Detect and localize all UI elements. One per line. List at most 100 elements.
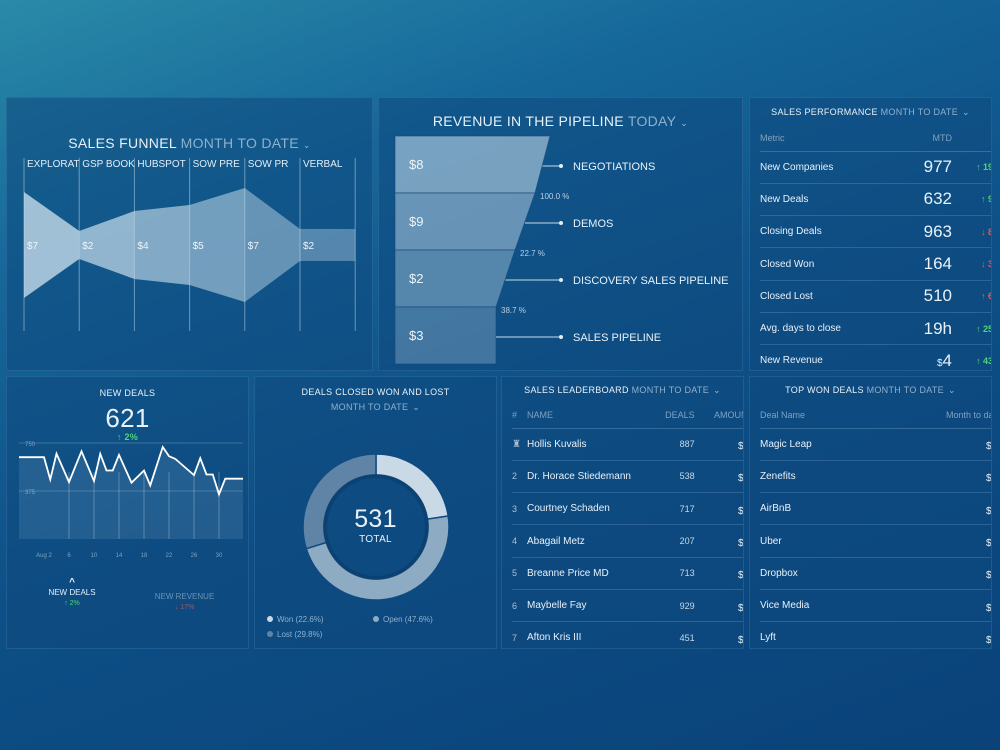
- new-deals-value: 621: [105, 403, 150, 433]
- chevron-down-icon: ⌄: [713, 385, 721, 395]
- funnel-stage-label: EXPLORAT: [27, 159, 80, 170]
- won-deal-row[interactable]: Magic Leap$9: [760, 428, 991, 461]
- funnel-value: $7: [27, 241, 39, 252]
- amount: $2: [704, 589, 743, 623]
- deal-name: Zenefits: [760, 460, 877, 494]
- funnel-segment[interactable]: [244, 188, 300, 302]
- deal-count: 207: [655, 524, 705, 558]
- funnel-segment[interactable]: [189, 188, 245, 302]
- deal-count: 538: [655, 460, 705, 494]
- donut-total-label: TOTAL: [359, 534, 392, 545]
- sales-performance-title[interactable]: SALES PERFORMANCE MONTH TO DATE ⌄: [771, 107, 970, 117]
- metric-value: 19h: [899, 312, 959, 346]
- funnel-value: $4: [137, 241, 149, 252]
- legend-item: Won (22.6%): [267, 615, 324, 624]
- legend-dot: [373, 616, 379, 622]
- funnel-value: $2: [303, 241, 315, 252]
- deals-closed-panel: DEALS CLOSED WON AND LOST MONTH TO DATE ⌄…: [254, 376, 497, 649]
- rank: 6: [512, 589, 527, 623]
- metric-value: 164: [899, 247, 959, 281]
- funnel-segment[interactable]: [79, 211, 135, 279]
- line-area: [19, 446, 243, 539]
- x-tick-label: 26: [191, 553, 198, 559]
- pipeline-stage-value: $9: [409, 214, 423, 229]
- donut-total: 531: [354, 505, 397, 533]
- pipeline-dot: [559, 164, 563, 168]
- metric-name: New Companies: [760, 151, 900, 184]
- pipeline-title[interactable]: REVENUE IN THE PIPELINE TODAY ⌄: [432, 113, 689, 129]
- pipeline-stage-label: NEGOTIATIONS: [573, 161, 655, 173]
- pipeline-stage-value: $8: [409, 157, 423, 172]
- amount: $5: [704, 524, 743, 558]
- won-deal-row[interactable]: Uber$7: [760, 524, 991, 558]
- won-deal-row[interactable]: AirBnB$8: [760, 492, 991, 526]
- legend-item: Open (47.6%): [373, 615, 433, 624]
- funnel-stage-label: GSP BOOK: [82, 159, 135, 170]
- deal-amount: $7: [876, 524, 991, 558]
- won-deal-row[interactable]: Dropbox$7: [760, 557, 991, 590]
- metric-name: Closed Won: [760, 247, 900, 281]
- donut-inner-ring: [323, 474, 429, 580]
- chevron-down-icon: ⌄: [412, 402, 421, 412]
- leaderboard-panel: SALES LEADERBOARD MONTH TO DATE ⌄ # NAME …: [501, 376, 744, 649]
- tab-new-deals[interactable]: ^ NEW DEALS ↑ 2%: [37, 577, 107, 607]
- funnel-segment[interactable]: [24, 192, 80, 298]
- tab-new-revenue[interactable]: NEW REVENUE ↓ 17%: [154, 592, 215, 611]
- new-deals-line-chart: 750 375 Aug 2 6 10 14 18 22 26 30: [19, 442, 243, 559]
- rep-name: Abagail Metz: [527, 524, 656, 558]
- pipeline-conversion: 100.0 %: [540, 192, 569, 201]
- legend-dot: [267, 631, 273, 637]
- arrow-up-icon: ↑: [975, 323, 983, 334]
- metric-value: 977: [899, 151, 959, 184]
- donut-slice-open[interactable]: [305, 515, 450, 601]
- rank: 3: [512, 492, 527, 526]
- pipeline-stage-label: DEMOS: [573, 218, 613, 230]
- deal-count: 713: [655, 557, 705, 590]
- deal-name: Dropbox: [760, 557, 877, 590]
- top-won-deals-title[interactable]: TOP WON DEALS MONTH TO DATE ⌄: [785, 385, 956, 395]
- rep-name: Hollis Kuvalis: [527, 428, 656, 461]
- deal-amount: $4: [876, 621, 991, 648]
- metric-name: Closing Deals: [760, 215, 900, 249]
- sales-funnel-chart: $7 EXPLORAT $2 GSP BOOK $4 HUBSPOT $5 SOW PRE $7…: [23, 158, 356, 331]
- sales-funnel-title[interactable]: SALES FUNNEL MONTH TO DATE ⌄: [68, 135, 311, 151]
- pipeline-dot: [559, 221, 563, 225]
- arrow-up-icon: ↑: [980, 291, 988, 302]
- deal-amount: $8: [876, 492, 991, 526]
- metric-value: 510: [899, 280, 959, 313]
- deal-amount: $8: [876, 460, 991, 494]
- metric-change: ↑ 6%: [958, 280, 991, 313]
- x-tick-label: Aug 2: [36, 553, 52, 559]
- won-deal-row[interactable]: Zenefits$8: [760, 460, 991, 494]
- funnel-stage-label: VERBAL: [303, 159, 343, 170]
- pipeline-stage[interactable]: [394, 306, 497, 365]
- metric-name: New Deals: [760, 183, 900, 217]
- won-deal-row[interactable]: Lyft$4: [760, 621, 991, 648]
- rank: 7: [512, 621, 527, 648]
- metric-name: Closed Lost: [760, 280, 900, 313]
- deal-name: AirBnB: [760, 492, 877, 526]
- donut-slice-lost[interactable]: [302, 453, 377, 550]
- won-deal-row[interactable]: Vice Media$4: [760, 589, 991, 623]
- legend-item: Lost (29.8%): [267, 630, 322, 639]
- pipeline-stage-value: $2: [409, 271, 423, 286]
- pipeline-conversion: 38.7 %: [501, 306, 526, 315]
- leaderboard-title[interactable]: SALES LEADERBOARD MONTH TO DATE ⌄: [524, 385, 721, 395]
- funnel-segment[interactable]: [300, 229, 356, 261]
- pipeline-chart: $8 NEGOTIATIONS 100.0 % $9 DEMOS 22.7 % $2 DISC…: [394, 135, 729, 365]
- leaderboard-table: # NAME DEALS AMOUNT ♜Hollis Kuvalis887$9…: [512, 402, 743, 648]
- deals-closed-period[interactable]: MONTH TO DATE ⌄: [330, 402, 421, 412]
- y-tick-label: 750: [25, 442, 36, 448]
- funnel-segment[interactable]: [134, 205, 190, 285]
